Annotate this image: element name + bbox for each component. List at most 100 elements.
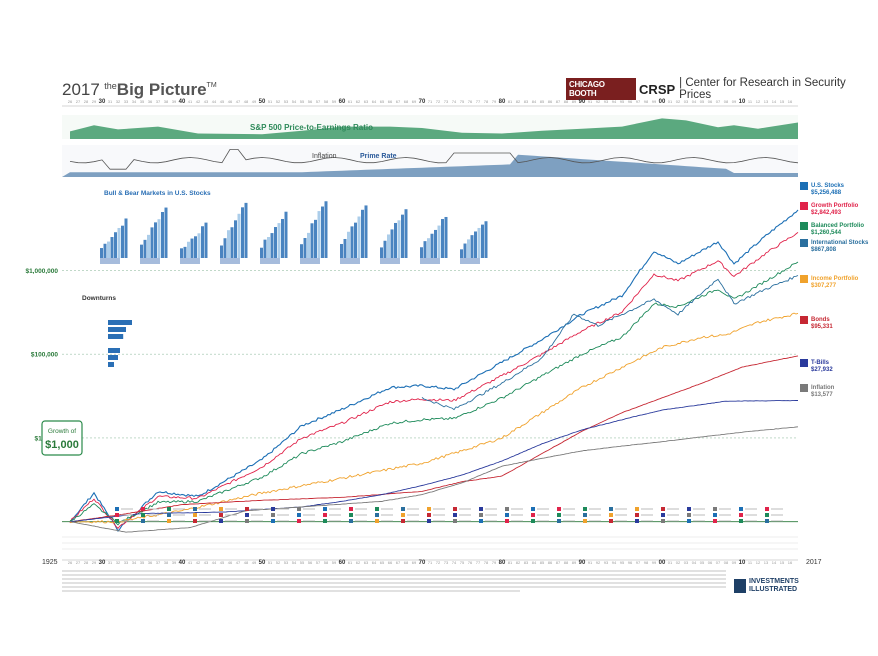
strip-marker <box>635 507 639 511</box>
bottom-year-tick: 13 <box>764 560 769 565</box>
bear-market-bar <box>340 258 360 264</box>
bottom-year-tick: 54 <box>292 560 297 565</box>
strip-marker <box>765 513 769 517</box>
strip-marker <box>193 513 197 517</box>
title-tm: TM <box>206 82 217 89</box>
bottom-year-tick: 96 <box>628 560 633 565</box>
bottom-year-tick: 68 <box>404 560 409 565</box>
bear-market-bar <box>140 258 160 264</box>
bottom-year-tick: 69 <box>412 560 417 565</box>
bull-market-bar <box>467 239 470 258</box>
top-year-tick: 90 <box>579 99 586 105</box>
bottom-year-tick: 34 <box>132 560 137 565</box>
bottom-year-tick: 82 <box>516 560 521 565</box>
top-year-tick: 48 <box>244 99 249 104</box>
top-year-tick: 02 <box>676 99 681 104</box>
top-year-tick: 01 <box>668 99 673 104</box>
strip-marker <box>505 513 509 517</box>
bottom-year-tick: 86 <box>548 560 553 565</box>
strip-marker <box>453 519 457 523</box>
top-year-tick: 73 <box>444 99 449 104</box>
bottom-year-tick: 44 <box>212 560 217 565</box>
top-year-tick: 54 <box>292 99 297 104</box>
logo-line-2: ILLUSTRATED <box>749 586 798 593</box>
bottom-year-tick: 48 <box>244 560 249 565</box>
bottom-year-tick: 74 <box>452 560 457 565</box>
legend-swatch <box>800 275 808 283</box>
bottom-year-tick: 57 <box>316 560 321 565</box>
strip-marker <box>375 513 379 517</box>
strip-marker <box>167 519 171 523</box>
top-year-tick: 59 <box>332 99 337 104</box>
top-year-tick: 79 <box>492 99 497 104</box>
strip-marker <box>141 513 145 517</box>
bull-market-bar <box>147 234 150 258</box>
bottom-year-tick: 92 <box>596 560 601 565</box>
strip-marker <box>479 519 483 523</box>
strip-marker <box>557 513 561 517</box>
title-year: 2017 <box>62 80 100 99</box>
series-lines <box>69 209 799 533</box>
top-year-tick: 71 <box>428 99 433 104</box>
bottom-year-tick: 11 <box>748 560 753 565</box>
bottom-year-tick: 37 <box>156 560 161 565</box>
top-year-tick: 74 <box>452 99 457 104</box>
prime-rate-area <box>62 154 798 177</box>
strip-marker <box>583 507 587 511</box>
top-year-tick: 30 <box>99 99 106 105</box>
bull-market-bar <box>460 249 463 258</box>
top-year-tick: 46 <box>228 99 233 104</box>
bull-market-bar <box>300 244 303 258</box>
bull-market-bar <box>230 227 234 258</box>
top-year-tick: 66 <box>388 99 393 104</box>
growth-box-frame <box>41 420 83 456</box>
legend-name: Bonds <box>811 317 830 323</box>
bear-market-bar <box>460 258 480 264</box>
bottom-year-tick: 81 <box>508 560 513 565</box>
bottom-year-tick: 28 <box>84 560 89 565</box>
bull-market-bar <box>194 236 197 258</box>
downturn-bar <box>108 334 124 339</box>
bear-market-bar <box>180 258 200 264</box>
top-year-tick: 82 <box>516 99 521 104</box>
bottom-year-tick: 03 <box>684 560 689 565</box>
bottom-year-tick: 60 <box>339 560 346 566</box>
strip-marker <box>297 513 301 517</box>
bull-market-bar <box>154 222 157 258</box>
bull-market-bar <box>121 225 124 258</box>
bottom-year-tick: 10 <box>739 560 746 566</box>
legend-name: Balanced Portfolio <box>811 223 864 229</box>
strip-marker <box>115 519 119 523</box>
bull-market-bar <box>441 219 444 258</box>
strip-marker <box>323 507 327 511</box>
top-year-tick: 39 <box>172 99 177 104</box>
bottom-year-tick: 09 <box>732 560 737 565</box>
logo-mark <box>734 579 746 593</box>
bull-market-bar <box>350 226 354 258</box>
bull-market-bar <box>387 234 390 258</box>
top-year-tick: 07 <box>716 99 721 104</box>
bear-market-bar <box>420 258 440 264</box>
top-year-tick: 34 <box>132 99 137 104</box>
bottom-year-tick: 88 <box>564 560 569 565</box>
bull-market-bar <box>307 232 310 258</box>
bottom-year-tick: 02 <box>676 560 681 565</box>
bull-market-bar <box>317 211 321 258</box>
legend-value: $2,842,493 <box>811 210 842 216</box>
strip-marker <box>401 507 405 511</box>
bull-market-bar <box>157 219 161 258</box>
downturn-bar <box>108 355 118 360</box>
strip-marker <box>349 519 353 523</box>
strip-marker <box>297 507 301 511</box>
bull-market-bar <box>380 247 383 258</box>
bottom-year-ticks: 26 27 28 29 30 31 32 33 34 35 36 37 38 39 40 41 42 43 44 45… <box>68 560 793 566</box>
strip-marker <box>375 519 379 523</box>
title-the: the <box>104 81 117 91</box>
bull-market-bar <box>114 232 117 258</box>
bull-market-bar <box>284 211 288 258</box>
strip-marker <box>635 519 639 523</box>
strip-marker <box>609 513 613 517</box>
top-year-tick: 64 <box>372 99 377 104</box>
strip-marker <box>713 507 717 511</box>
